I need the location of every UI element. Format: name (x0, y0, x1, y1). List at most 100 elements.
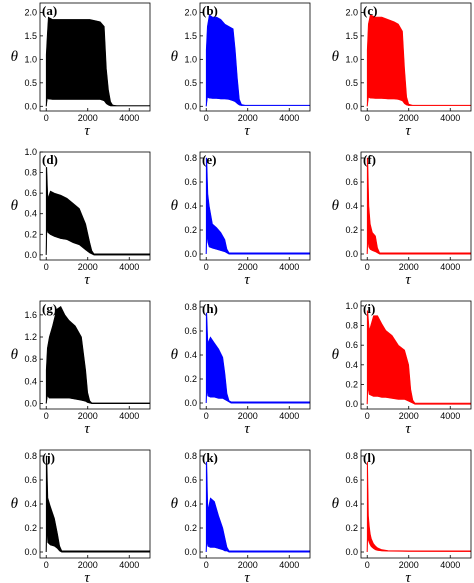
panel-label: (l) (363, 450, 375, 465)
x-tick-label: 4000 (440, 113, 460, 123)
x-tick-label: 4000 (279, 262, 299, 272)
series-area-a (45, 16, 150, 107)
panel-i: 0 2000 4000 0.0 0.2 0.4 0.6 0.8 1.0 (i) τ θ (332, 300, 472, 437)
y-tick-label: 0.0 (345, 399, 358, 409)
y-tick-label: 1.2 (24, 332, 37, 342)
x-tick-label: 4000 (279, 560, 299, 570)
panel-label: (k) (202, 450, 218, 465)
y-tick-label: 0.5 (345, 78, 358, 88)
x-tick-label: 2000 (238, 113, 258, 123)
panel-label: (f) (363, 152, 376, 167)
x-tick-label: 0 (204, 113, 209, 123)
x-tick-label: 4000 (119, 113, 139, 123)
panel-j: 0 2000 4000 0.0 0.2 0.4 0.6 0.8 (j) τ θ (11, 449, 151, 583)
y-tick-label: 0.0 (184, 547, 197, 557)
panel-label: (g) (42, 301, 57, 316)
series-line-g (45, 393, 150, 404)
x-tick-label: 0 (44, 262, 49, 272)
y-tick-label: 0.0 (184, 101, 197, 111)
y-tick-label: 0.6 (24, 475, 37, 485)
series-line-d (45, 223, 150, 256)
y-tick-label: 0.8 (345, 321, 358, 331)
series-line-c (366, 96, 471, 107)
x-axis-label: τ (405, 570, 411, 583)
y-tick-label: 0.0 (345, 547, 358, 557)
panel-c: 0 2000 4000 0.0 0.5 1.0 1.5 2.0 (c) τ θ (332, 2, 472, 139)
y-tick-label: 0.5 (184, 78, 197, 88)
x-tick-label: 0 (365, 113, 370, 123)
x-axis-label: τ (84, 421, 90, 437)
y-axis-label: θ (332, 49, 340, 65)
x-tick-label: 0 (365, 560, 370, 570)
y-tick-label: 0.6 (24, 188, 37, 198)
y-tick-label: 1.0 (184, 54, 197, 64)
x-tick-label: 2000 (399, 113, 419, 123)
y-tick-label: 0.0 (184, 249, 197, 259)
plot-frame (199, 2, 311, 112)
x-axis-label: τ (84, 570, 90, 583)
x-tick-label: 4000 (279, 113, 299, 123)
y-axis-label: θ (332, 198, 340, 214)
panel-label: (e) (202, 152, 216, 167)
series-line-f (366, 235, 471, 255)
y-tick-label: 0.4 (184, 350, 197, 360)
y-tick-label: 0.8 (345, 451, 358, 461)
x-axis-label: τ (244, 123, 250, 139)
y-axis-label: θ (171, 49, 179, 65)
y-tick-label: 0.2 (345, 523, 358, 533)
y-axis-label: θ (171, 347, 179, 363)
series-line-b (205, 96, 310, 107)
x-tick-label: 2000 (238, 560, 258, 570)
y-tick-label: 2.0 (24, 7, 37, 17)
y-tick-label: 0.0 (24, 398, 37, 408)
y-tick-label: 0.8 (24, 168, 37, 178)
y-axis-label: θ (332, 347, 340, 363)
x-tick-label: 4000 (119, 262, 139, 272)
y-tick-label: 0.6 (184, 326, 197, 336)
y-axis-label: θ (11, 198, 19, 214)
y-tick-label: 0.8 (184, 302, 197, 312)
y-tick-label: 0.6 (345, 475, 358, 485)
panel-f: 0 2000 4000 0.0 0.2 0.4 0.6 0.8 (f) τ θ (332, 151, 472, 288)
panel-l: 0 2000 4000 0.0 0.2 0.4 0.6 0.8 (l) τ θ (332, 449, 472, 583)
y-tick-label: 1.5 (24, 31, 37, 41)
x-axis-label: τ (405, 421, 411, 437)
y-tick-label: 0.2 (24, 523, 37, 533)
y-tick-label: 0.4 (184, 499, 197, 509)
panel-g: 0 2000 4000 0.0 0.4 0.8 1.2 1.6 (g) τ θ (11, 300, 151, 437)
y-tick-label: 0.6 (345, 340, 358, 350)
y-tick-label: 0.4 (24, 376, 37, 386)
x-tick-label: 2000 (238, 411, 258, 421)
y-tick-label: 0.8 (24, 354, 37, 364)
y-tick-label: 2.0 (184, 7, 197, 17)
x-tick-label: 4000 (119, 411, 139, 421)
y-tick-label: 0.0 (345, 101, 358, 111)
panel-d: 0 2000 4000 0.0 0.2 0.4 0.6 0.8 1.0 (d) τ θ (11, 147, 151, 288)
series-line-a (45, 95, 150, 107)
panel-label: (a) (42, 3, 57, 18)
series-area-i (366, 310, 471, 405)
y-tick-label: 0.8 (345, 153, 358, 163)
series-line-i (366, 384, 471, 405)
y-tick-label: 1.0 (24, 54, 37, 64)
panel-k: 0 2000 4000 0.0 0.2 0.4 0.6 0.8 (k) τ θ (171, 449, 311, 583)
y-axis-label: θ (171, 198, 179, 214)
x-tick-label: 2000 (78, 262, 98, 272)
x-axis-label: τ (244, 570, 250, 583)
y-tick-label: 0.2 (184, 523, 197, 533)
y-tick-label: 0.0 (184, 398, 197, 408)
y-tick-label: 1.0 (345, 54, 358, 64)
series-area-g (45, 306, 150, 404)
y-tick-label: 0.4 (345, 201, 358, 211)
x-tick-label: 0 (365, 262, 370, 272)
y-axis-label: θ (11, 49, 19, 65)
y-tick-label: 0.6 (184, 177, 197, 187)
plot-frame (360, 300, 472, 410)
y-axis-label: θ (171, 496, 179, 512)
panel-a: 0 2000 4000 0.0 0.5 1.0 1.5 2.0 (a) τ θ (11, 2, 151, 139)
x-tick-label: 0 (44, 411, 49, 421)
series-area-h (205, 312, 310, 404)
y-tick-label: 0.2 (24, 229, 37, 239)
y-tick-label: 0.0 (345, 249, 358, 259)
